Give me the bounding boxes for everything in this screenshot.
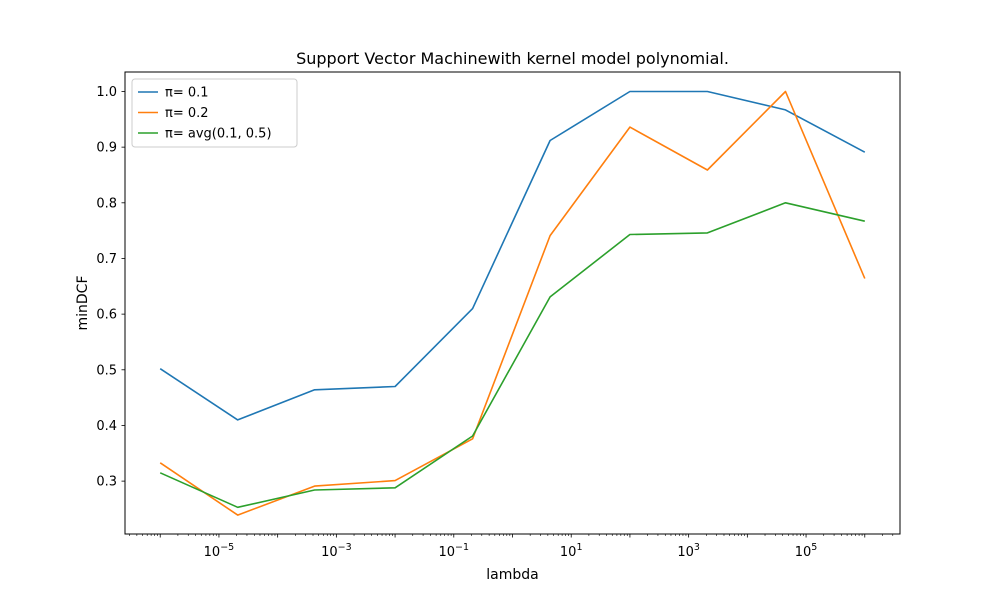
legend-label: π= 0.1 bbox=[165, 86, 209, 101]
y-tick-label: 0.4 bbox=[96, 419, 117, 434]
legend-box bbox=[131, 78, 298, 148]
plot-area: 10−5 10−3 10−1 101 103 105 0.3 0.4 0.5 0.6 0.7 0.8 0… bbox=[96, 71, 901, 560]
legend-label: π= avg(0.1, 0.5) bbox=[165, 127, 272, 142]
y-tick-label: 0.7 bbox=[96, 252, 117, 267]
y-axis-label: minDCF bbox=[75, 275, 91, 330]
legend-label: π= 0.2 bbox=[165, 106, 209, 121]
y-tick-label: 0.9 bbox=[96, 141, 117, 156]
x-axis-label: lambda bbox=[486, 567, 538, 583]
chart-title: Support Vector Machinewith kernel model … bbox=[296, 49, 729, 68]
y-tick-label: 0.8 bbox=[96, 196, 117, 211]
series-line-2 bbox=[159, 90, 866, 516]
y-tick-label: 0.6 bbox=[96, 308, 117, 323]
x-tick-label: 10−3 bbox=[321, 542, 352, 560]
y-tick-label: 0.3 bbox=[96, 475, 117, 490]
x-tick-label: 103 bbox=[677, 542, 700, 560]
legend: π= 0.1 π= 0.2 π= avg(0.1, 0.5) bbox=[131, 78, 298, 148]
series-line-3 bbox=[159, 202, 865, 509]
x-tick-label: 10−5 bbox=[204, 542, 235, 560]
y-tick-label: 0.5 bbox=[96, 363, 117, 378]
x-tick-label: 101 bbox=[560, 542, 583, 560]
y-tick-label: 1.0 bbox=[96, 85, 117, 100]
series-line-1 bbox=[159, 90, 866, 421]
x-tick-label: 10−1 bbox=[439, 542, 470, 560]
x-tick-label: 105 bbox=[795, 542, 818, 560]
